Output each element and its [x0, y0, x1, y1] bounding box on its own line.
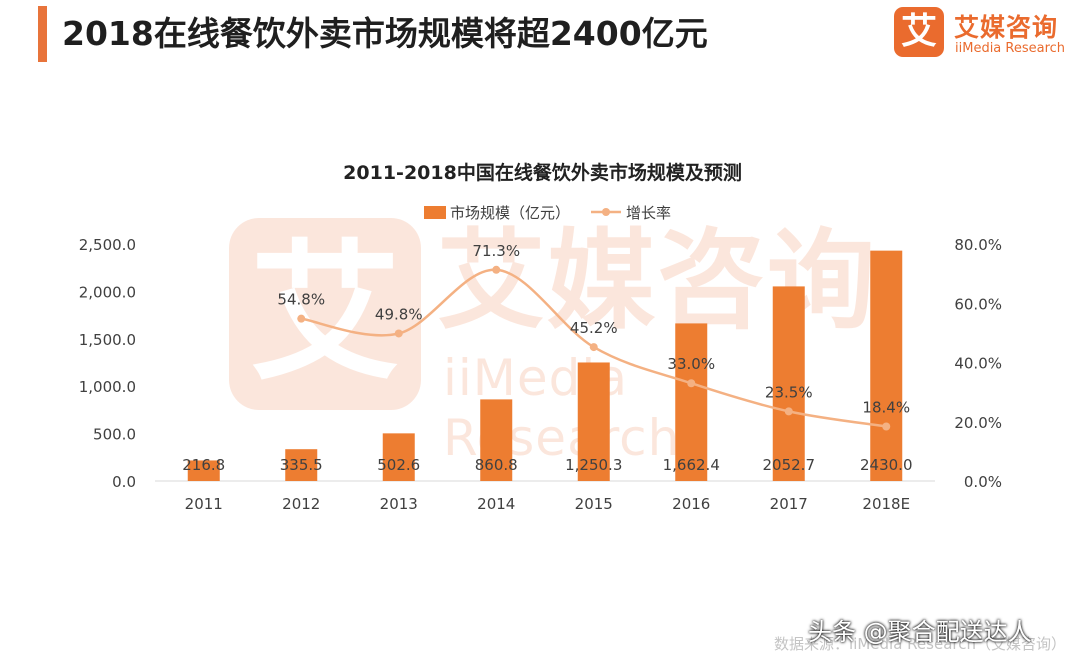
y-left-tick-label: 2,000.0 — [79, 283, 136, 301]
growth-data-label: 18.4% — [862, 398, 910, 416]
bar-data-label: 860.8 — [475, 456, 518, 474]
growth-rate-point — [492, 265, 501, 274]
growth-rate-point — [589, 343, 598, 352]
x-tick-label: 2014 — [477, 495, 515, 513]
bar-data-label: 335.5 — [280, 456, 323, 474]
y-right-tick-label: 0.0% — [964, 473, 1002, 491]
y-right-tick-label: 80.0% — [954, 236, 1002, 254]
growth-rate-point — [297, 314, 306, 323]
growth-data-label: 49.8% — [375, 305, 423, 323]
data-source-note: 数据来源：iiMedia Research（艾媒咨询） — [774, 635, 1066, 653]
bar-2018E — [870, 250, 903, 481]
growth-data-label: 71.3% — [472, 242, 520, 260]
brand-name-en: iiMedia Research — [955, 41, 1066, 56]
y-left-tick-label: 1,500.0 — [79, 331, 136, 349]
y-left-tick-label: 0.0 — [112, 473, 136, 491]
growth-rate-point — [687, 379, 696, 388]
growth-rate-point — [882, 422, 891, 431]
brand-name-cn: 艾媒咨询 — [954, 13, 1059, 42]
x-tick-label: 2018E — [862, 495, 910, 513]
x-tick-label: 2013 — [380, 495, 418, 513]
growth-rate-point — [394, 329, 403, 338]
legend-line-label: 增长率 — [626, 204, 671, 222]
brand-mark-icon: 艾 — [894, 7, 944, 57]
y-right-tick-label: 40.0% — [954, 355, 1002, 373]
x-tick-label: 2016 — [672, 495, 710, 513]
title-accent-bar — [38, 6, 47, 62]
y-left-tick-label: 2,500.0 — [79, 236, 136, 254]
y-left-tick-label: 500.0 — [93, 426, 136, 444]
x-tick-label: 2017 — [770, 495, 808, 513]
y-right-tick-label: 20.0% — [954, 414, 1002, 432]
bar-data-label: 216.8 — [182, 456, 225, 474]
growth-rate-point — [784, 407, 793, 416]
bar-data-label: 502.6 — [377, 456, 420, 474]
bar-2013 — [382, 433, 415, 481]
bar-2012 — [285, 449, 318, 481]
x-tick-label: 2011 — [185, 495, 223, 513]
bar-2016 — [675, 323, 708, 481]
growth-data-label: 33.0% — [667, 355, 715, 373]
bar-data-label: 2052.7 — [763, 456, 816, 474]
growth-data-label: 45.2% — [570, 319, 618, 337]
growth-data-label: 23.5% — [765, 383, 813, 401]
x-tick-label: 2012 — [282, 495, 320, 513]
legend-bar-label: 市场规模（亿元） — [450, 204, 570, 222]
bar-data-label: 1,662.4 — [663, 456, 720, 474]
bar-data-label: 2430.0 — [860, 456, 913, 474]
bar-2015 — [577, 362, 610, 481]
watermark-overlay-text: 头条 @聚合配送达人 — [808, 618, 1032, 646]
bar-2017 — [772, 286, 805, 481]
y-left-tick-label: 1,000.0 — [79, 378, 136, 396]
bar-2014 — [480, 399, 513, 481]
x-tick-label: 2015 — [575, 495, 613, 513]
bar-2011 — [187, 460, 220, 481]
legend-bar-swatch — [424, 206, 446, 219]
bar-data-label: 1,250.3 — [565, 456, 622, 474]
y-right-tick-label: 60.0% — [954, 295, 1002, 313]
growth-data-label: 54.8% — [277, 291, 325, 309]
page-title: 2018在线餐饮外卖市场规模将超2400亿元 — [62, 14, 708, 53]
legend-line-marker — [602, 208, 610, 216]
brand-logo: 艾 艾媒咨询 iiMedia Research — [894, 7, 1074, 59]
chart-title: 2011-2018中国在线餐饮外卖市场规模及预测 — [343, 162, 742, 184]
